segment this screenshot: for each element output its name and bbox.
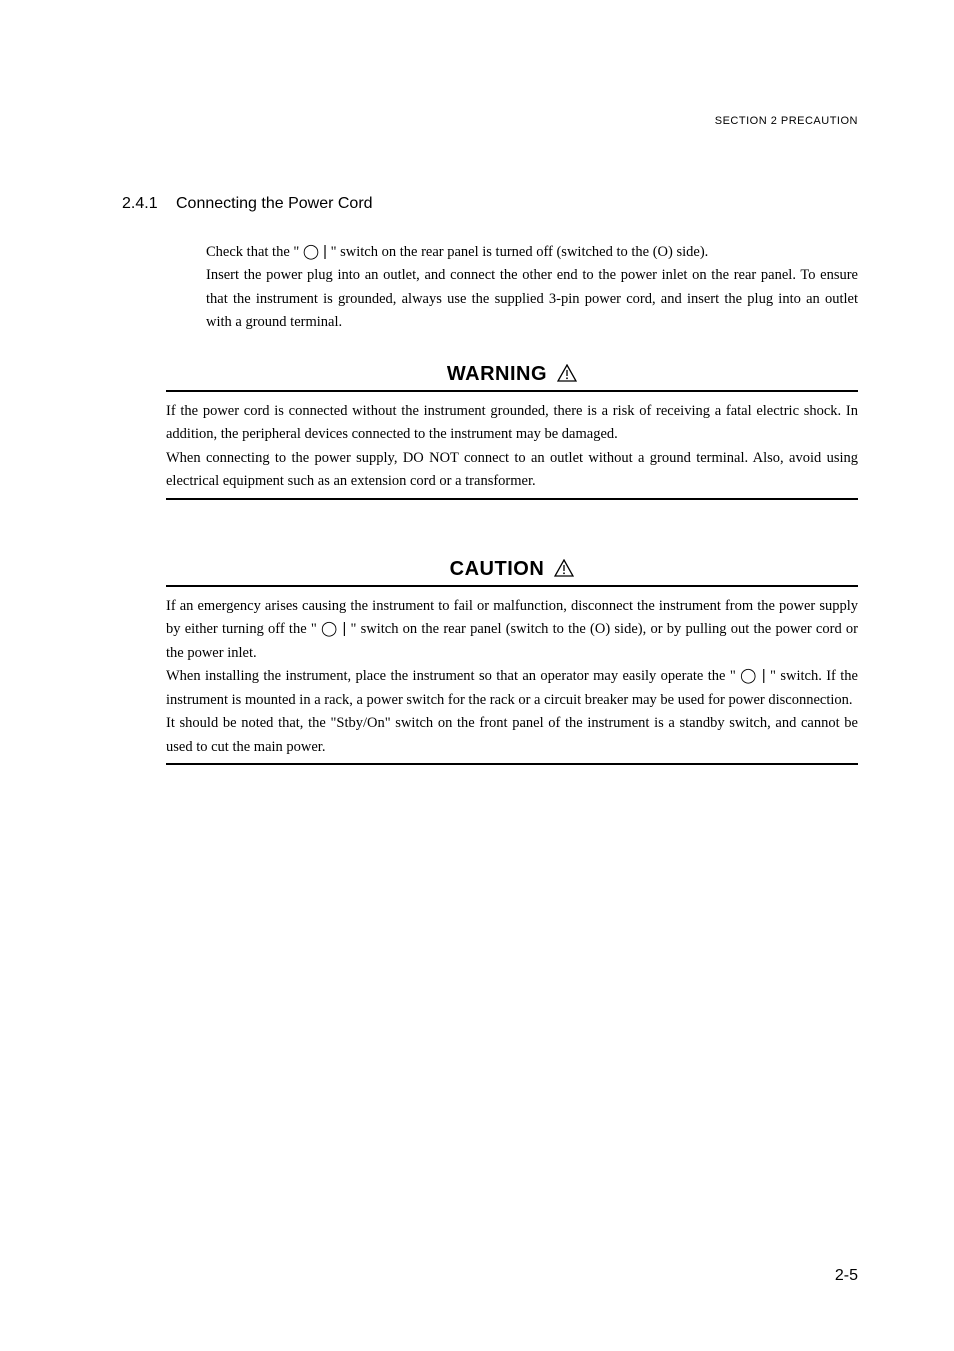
section-title: Connecting the Power Cord: [176, 195, 858, 213]
power-symbol-icon: ◯ |: [303, 244, 327, 260]
spacer: [122, 500, 858, 530]
power-symbol-icon: ◯ |: [321, 621, 346, 637]
warning-label: WARNING: [447, 363, 547, 385]
intro-text-1a: Check that the ": [206, 244, 303, 260]
page-container: SECTION 2 PRECAUTION 2.4.1 Connecting th…: [0, 0, 954, 1351]
warning-p1: If the power cord is connected without t…: [166, 403, 858, 442]
running-header: SECTION 2 PRECAUTION: [715, 115, 858, 127]
section-heading: 2.4.1 Connecting the Power Cord: [122, 195, 858, 213]
caution-label: CAUTION: [450, 558, 545, 580]
warning-body: If the power cord is connected without t…: [166, 400, 858, 494]
warning-p2: When connecting to the power supply, DO …: [166, 450, 858, 489]
caution-p2a: When installing the instrument, place th…: [166, 668, 740, 684]
intro-text-1b: " switch on the rear panel is turned off…: [327, 244, 708, 260]
power-symbol-icon: ◯ |: [740, 668, 766, 684]
page-number: 2-5: [835, 1267, 858, 1285]
intro-text-2: Insert the power plug into an outlet, an…: [206, 267, 858, 330]
warning-icon: [557, 364, 577, 382]
intro-paragraph: Check that the " ◯ | " switch on the rea…: [206, 241, 858, 335]
caution-top-rule: [166, 585, 858, 587]
warning-top-rule: [166, 390, 858, 392]
section-number: 2.4.1: [122, 195, 176, 213]
caution-bottom-rule: [166, 763, 858, 765]
caution-icon: [554, 559, 574, 577]
caution-p3: It should be noted that, the "Stby/On" s…: [166, 715, 858, 754]
caution-heading: CAUTION: [166, 558, 858, 581]
caution-body: If an emergency arises causing the instr…: [166, 595, 858, 759]
warning-heading: WARNING: [166, 363, 858, 386]
